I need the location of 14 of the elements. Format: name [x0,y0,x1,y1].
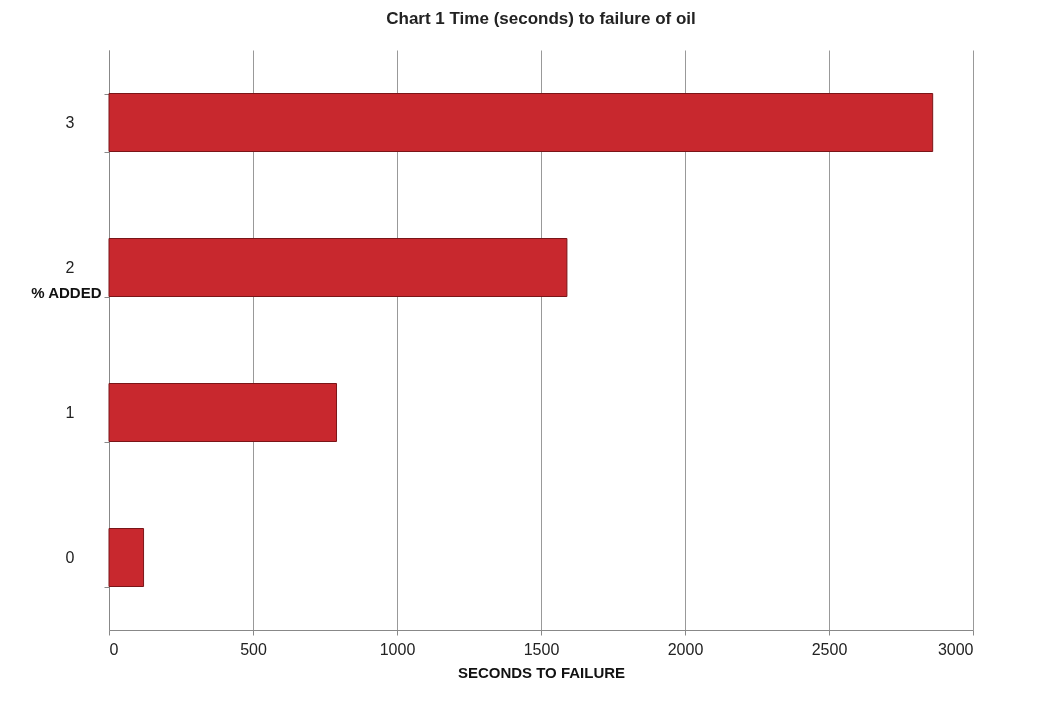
x-tick-label: 2000 [667,640,704,658]
x-tick-label: 500 [240,640,267,658]
chart-title: Chart 1 Time (seconds) to failure of oil [386,9,696,28]
y-tick-label: 0 [65,549,75,566]
x-tick-label: 2500 [811,640,848,658]
y-axis-title: % ADDED [31,283,102,301]
y-tick-label: 2 [65,259,75,276]
y-tick-label: 1 [65,404,75,421]
y-tick-label: 3 [65,114,75,131]
x-tick-label: 0 [109,640,119,658]
x-tick-label: 3000 [937,640,974,658]
x-tick-label: 1000 [379,640,416,658]
x-tick-label: 1500 [523,640,560,658]
x-axis-title: SECONDS TO FAILURE [457,663,626,681]
